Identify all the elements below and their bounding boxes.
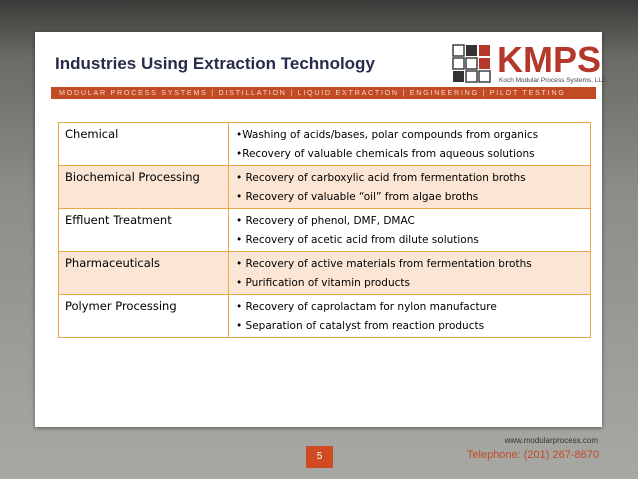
industry-name: Effluent Treatment [58,208,229,252]
logo-subtitle: Koch Modular Process Systems, LLC. [499,77,609,84]
table-row: Chemical •Washing of acids/bases, polar c… [58,122,591,166]
application-list: • Recovery of caprolactam for nylon manu… [229,295,591,338]
footer-telephone: Telephone: (201) 267-8670 [466,449,599,461]
industry-name: Polymer Processing [58,294,229,338]
kmps-logo: KMPS Koch Modular Process Systems, LLC. [451,39,608,89]
footer-url[interactable]: www.modularprocess.com [504,436,598,445]
industries-table: Chemical •Washing of acids/bases, polar c… [58,122,591,338]
industry-name: Chemical [58,122,229,166]
application-item: •Recovery of valuable chemicals from aqu… [236,148,535,160]
application-item: • Purification of vitamin products [236,277,410,289]
application-item: • Separation of catalyst from reaction p… [236,320,485,332]
application-item: •Washing of acids/bases, polar compounds… [236,129,539,141]
table-row: Effluent Treatment • Recovery of phenol, … [58,208,591,252]
application-list: • Recovery of active materials from ferm… [228,251,591,295]
table-row: Polymer Processing • Recovery of caprolac… [58,294,591,338]
application-item: • Recovery of valuable “oil” from algae … [236,191,479,203]
logo-wordmark: KMPS [497,39,602,80]
application-list: • Recovery of phenol, DMF, DMAC • Recover… [228,208,591,252]
application-item: • Recovery of active materials from ferm… [236,258,532,270]
application-item: • Recovery of acetic acid from dilute so… [236,234,479,246]
application-list: •Washing of acids/bases, polar compounds… [228,122,591,166]
page-number: 5 [306,446,333,468]
industry-name: Pharmaceuticals [58,251,229,295]
services-banner: MODULAR PROCESS SYSTEMS | DISTILLATION |… [51,87,596,99]
application-list: • Recovery of carboxylic acid from ferme… [228,165,591,209]
industry-name: Biochemical Processing [58,165,229,209]
grid-logo-icon [452,44,491,83]
application-item: • Recovery of phenol, DMF, DMAC [236,215,415,227]
application-item: • Recovery of caprolactam for nylon manu… [236,301,497,313]
table-row: Biochemical Processing • Recovery of carb… [58,165,591,209]
application-item: • Recovery of carboxylic acid from ferme… [236,172,526,184]
slide-title: Industries Using Extraction Technology [55,54,375,73]
table-row: Pharmaceuticals • Recovery of active mate… [58,251,591,295]
